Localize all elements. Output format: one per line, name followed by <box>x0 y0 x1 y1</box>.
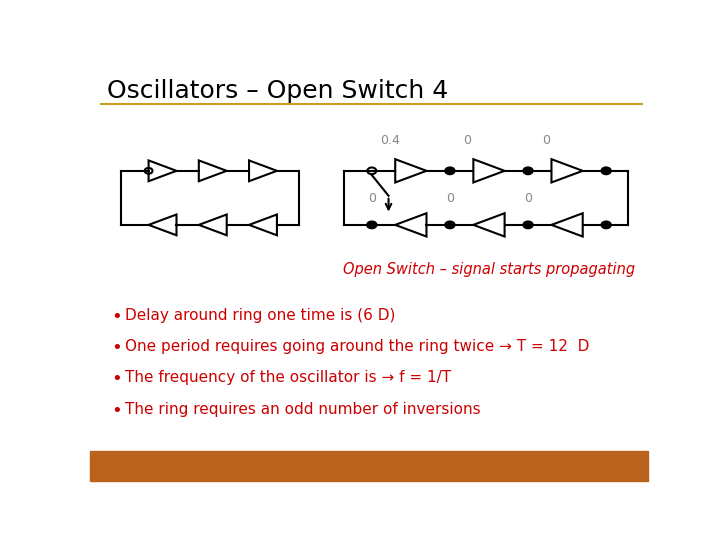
Text: 0.4: 0.4 <box>380 134 400 147</box>
Circle shape <box>366 221 377 228</box>
Circle shape <box>523 167 533 174</box>
Text: The ring requires an odd number of inversions: The ring requires an odd number of inver… <box>125 402 480 416</box>
Text: •: • <box>111 370 122 388</box>
Text: The frequency of the oscillator is → f = 1/T: The frequency of the oscillator is → f =… <box>125 370 451 386</box>
Bar <box>90 451 648 481</box>
Circle shape <box>601 221 611 228</box>
Text: 0: 0 <box>524 192 532 205</box>
Text: •: • <box>111 402 122 420</box>
Circle shape <box>601 167 611 174</box>
Text: One period requires going around the ring twice → T = 12  D: One period requires going around the rin… <box>125 339 589 354</box>
Circle shape <box>523 221 533 228</box>
Text: •: • <box>111 339 122 357</box>
Text: 0: 0 <box>463 134 471 147</box>
Circle shape <box>445 167 455 174</box>
Text: 0: 0 <box>368 192 376 205</box>
Text: Open Switch – signal starts propagating: Open Switch – signal starts propagating <box>343 262 635 278</box>
Text: 0: 0 <box>542 134 551 147</box>
Text: 0: 0 <box>446 192 454 205</box>
Text: Oscillators – Open Switch 4: Oscillators – Open Switch 4 <box>107 79 448 103</box>
Text: •: • <box>111 308 122 326</box>
Circle shape <box>445 221 455 228</box>
Text: Delay around ring one time is (6 D): Delay around ring one time is (6 D) <box>125 308 395 323</box>
